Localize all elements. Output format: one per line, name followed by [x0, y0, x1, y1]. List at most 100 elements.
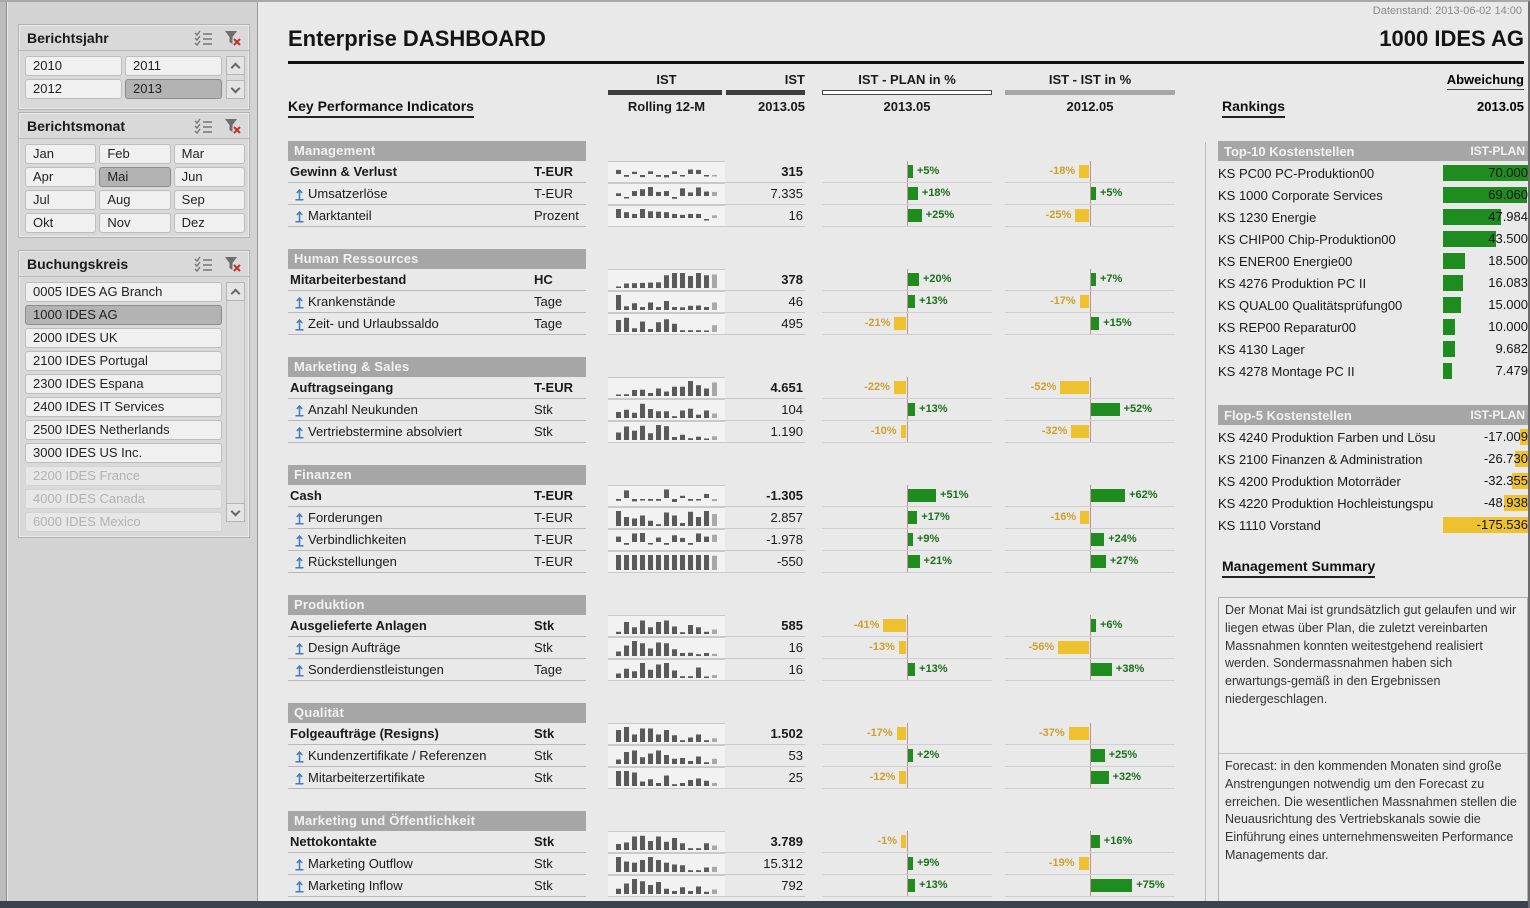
ranking-label: KS 1230 Energie — [1218, 209, 1317, 225]
multiselect-icon[interactable] — [193, 29, 215, 47]
positive-bar — [908, 879, 916, 892]
drilldown-arrow-icon[interactable] — [290, 879, 308, 893]
sparkline-cell — [608, 377, 725, 399]
ranking-bar-zone: -17.009 — [1443, 428, 1528, 446]
drilldown-arrow-icon[interactable] — [290, 663, 308, 677]
scroll-up-button[interactable] — [226, 56, 245, 75]
slicer-buchungskreis-items: 0005 IDES AG Branch 1000 IDES AG 2000 IDES… — [25, 282, 222, 532]
yoy-deviation-cell: -19% — [1005, 853, 1175, 875]
pct-axis — [1090, 831, 1091, 852]
slicer-item[interactable]: Mar — [173, 144, 245, 164]
slicer-item[interactable]: 2011 — [125, 56, 222, 76]
abweichung-period: 2013.05 — [1477, 99, 1524, 114]
negative-bar — [1078, 857, 1089, 870]
negative-bar — [1080, 511, 1089, 524]
positive-bar — [908, 857, 913, 870]
pct-label: +38% — [1115, 663, 1145, 675]
slicer-item[interactable]: 2100 IDES Portugal — [25, 351, 222, 371]
clear-filter-icon[interactable] — [221, 117, 243, 135]
pct-label: +25% — [1108, 749, 1138, 761]
slicer-item[interactable]: 1000 IDES AG — [25, 305, 222, 325]
slicer-item[interactable]: 0005 IDES AG Branch — [25, 282, 222, 302]
drilldown-arrow-icon[interactable] — [290, 209, 308, 223]
drilldown-arrow-icon[interactable] — [290, 749, 308, 763]
kpi-label: Verbindlichkeiten — [308, 532, 407, 547]
slicer-item[interactable]: Mai — [99, 167, 171, 187]
drilldown-arrow-icon[interactable] — [290, 403, 308, 417]
drilldown-arrow-icon[interactable] — [290, 533, 308, 547]
kpi-label-cell: Sonderdienstleistungen Tage — [288, 659, 586, 681]
kpi-label-cell: Auftragseingang T-EUR — [288, 377, 586, 399]
drilldown-arrow-icon[interactable] — [290, 317, 308, 331]
slicer-item[interactable]: 2013 — [125, 79, 222, 99]
drilldown-arrow-icon[interactable] — [290, 771, 308, 785]
scroll-down-button[interactable] — [226, 503, 245, 522]
slicer-item[interactable]: 6000 IDES Mexico — [25, 512, 222, 532]
sparkline-chart — [616, 555, 717, 570]
ranking-value: -17.009 — [1483, 429, 1528, 444]
slicer-item[interactable]: Apr — [25, 167, 97, 187]
slicer-item[interactable]: Jun — [173, 167, 245, 187]
pct-label: +13% — [919, 663, 948, 675]
top-ranking-row: KS 1230 Energie 47.984 — [1218, 206, 1528, 228]
pct-label: -56% — [1028, 641, 1055, 653]
slicer-item[interactable]: Jul — [25, 190, 97, 210]
slicer-item[interactable]: Sep — [173, 190, 245, 210]
slicer-item[interactable]: 2500 IDES Netherlands — [25, 420, 222, 440]
plan-deviation-cell: +13% — [822, 399, 992, 421]
scroll-track[interactable] — [226, 75, 245, 80]
drilldown-arrow-icon[interactable] — [290, 425, 308, 439]
plan-deviation-cell: +25% — [822, 205, 992, 227]
column-subheader-rolling: Rolling 12-M — [627, 99, 706, 114]
drilldown-arrow-icon[interactable] — [290, 187, 308, 201]
sparkline-cell — [608, 421, 725, 443]
ranking-bar-zone: 16.083 — [1443, 274, 1528, 292]
drilldown-arrow-icon[interactable] — [290, 857, 308, 871]
clear-filter-icon[interactable] — [221, 29, 243, 47]
slicer-item[interactable]: Jan — [25, 144, 97, 164]
plan-deviation-cell: +9% — [822, 529, 992, 551]
slicer-item[interactable]: 2200 IDES France — [25, 466, 222, 486]
slicer-item[interactable]: 3000 IDES US Inc. — [25, 443, 222, 463]
slicer-item[interactable]: 2300 IDES Espana — [25, 374, 222, 394]
positive-ranking-bar — [1443, 297, 1462, 313]
pct-label: +13% — [919, 295, 948, 307]
column-header-plan: IST - PLAN in % — [858, 72, 956, 87]
slicer-item[interactable]: 2000 IDES UK — [25, 328, 222, 348]
column-header-yoy: IST - IST in % — [1048, 72, 1132, 87]
scroll-up-button[interactable] — [226, 282, 245, 301]
pct-label: +16% — [1103, 835, 1133, 847]
slicer-item[interactable]: 2400 IDES IT Services — [25, 397, 222, 417]
multiselect-icon[interactable] — [193, 255, 215, 273]
slicer-item[interactable]: Okt — [25, 213, 97, 233]
kpi-value: 495 — [725, 313, 805, 335]
drilldown-arrow-icon[interactable] — [290, 641, 308, 655]
pct-label: -10% — [870, 425, 897, 437]
plan-deviation-cell: +17% — [822, 507, 992, 529]
top-ranking-row: KS CHIP00 Chip-Produktion00 43.500 — [1218, 228, 1528, 250]
kpi-section-header: Produktion — [288, 595, 586, 615]
drilldown-arrow-icon[interactable] — [290, 555, 308, 569]
kpi-value: 4.651 — [725, 377, 805, 399]
drilldown-arrow-icon[interactable] — [290, 295, 308, 309]
vertical-divider — [1205, 142, 1206, 901]
flop-ranking-row: KS 1110 Vorstand -175.536 — [1218, 514, 1528, 536]
slicer-item[interactable]: Nov — [99, 213, 171, 233]
sparkline-cell — [608, 659, 725, 681]
plan-deviation-cell: +18% — [822, 183, 992, 205]
yoy-deviation-cell: +27% — [1005, 551, 1175, 573]
pct-label: -19% — [1048, 857, 1075, 869]
sparkline-cell — [608, 205, 725, 227]
slicer-item[interactable]: 2010 — [25, 56, 122, 76]
slicer-item[interactable]: Aug — [99, 190, 171, 210]
pct-label: +5% — [1100, 187, 1123, 199]
slicer-item[interactable]: 2012 — [25, 79, 122, 99]
clear-filter-icon[interactable] — [221, 255, 243, 273]
slicer-item[interactable]: 4000 IDES Canada — [25, 489, 222, 509]
scroll-down-button[interactable] — [226, 80, 245, 99]
drilldown-arrow-icon[interactable] — [290, 511, 308, 525]
scroll-track[interactable] — [226, 301, 245, 503]
multiselect-icon[interactable] — [193, 117, 215, 135]
slicer-item[interactable]: Dez — [173, 213, 245, 233]
slicer-item[interactable]: Feb — [99, 144, 171, 164]
